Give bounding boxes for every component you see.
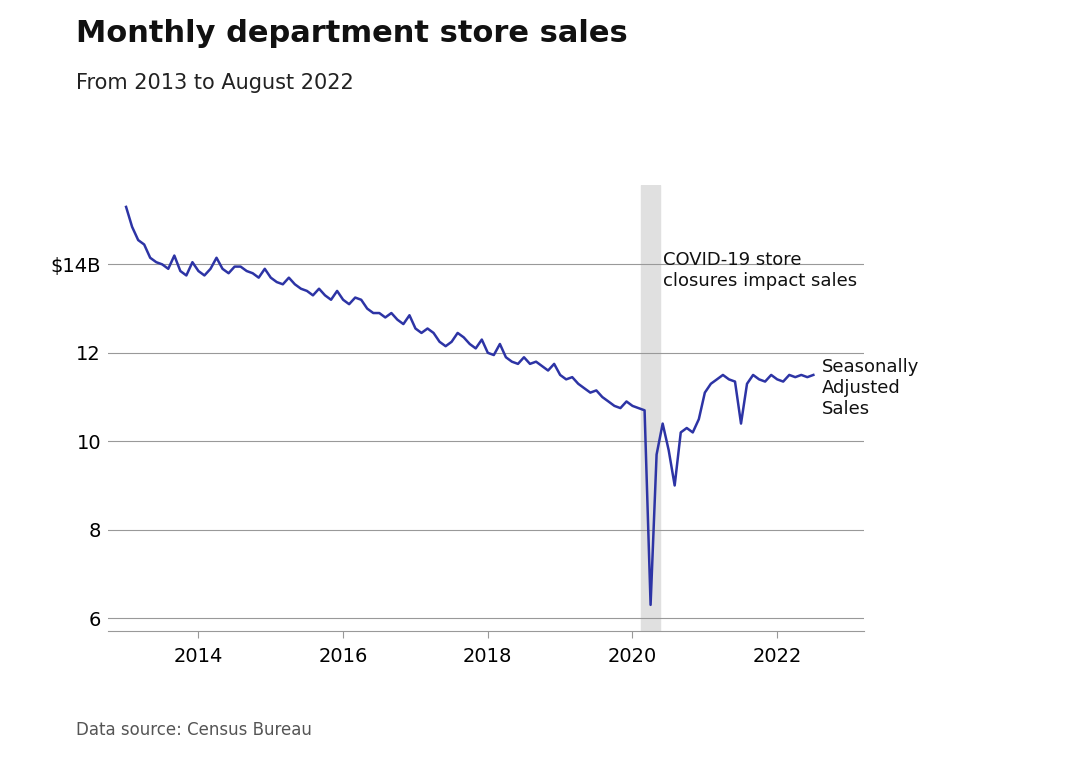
Text: Monthly department store sales: Monthly department store sales [76, 19, 627, 49]
Bar [642, 185, 660, 631]
Text: COVID-19 store
closures impact sales: COVID-19 store closures impact sales [663, 251, 858, 290]
Text: From 2013 to August 2022: From 2013 to August 2022 [76, 73, 353, 93]
Text: Seasonally
Adjusted
Sales: Seasonally Adjusted Sales [822, 358, 919, 418]
Text: Data source: Census Bureau: Data source: Census Bureau [76, 721, 311, 739]
